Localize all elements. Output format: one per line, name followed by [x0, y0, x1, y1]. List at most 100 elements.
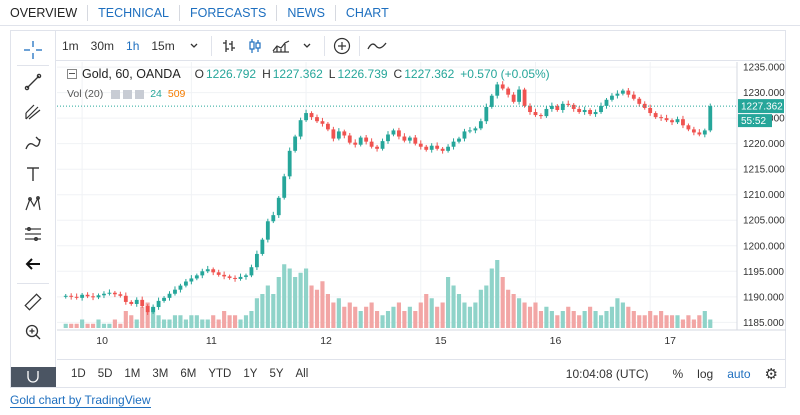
- range-all[interactable]: All: [295, 367, 309, 380]
- volume-bar: [380, 315, 385, 328]
- volume-bar: [555, 315, 560, 328]
- add-indicator-icon[interactable]: [329, 31, 355, 61]
- zoom-icon[interactable]: [20, 319, 46, 345]
- candle-body: [615, 93, 620, 96]
- log-toggle[interactable]: log: [697, 367, 714, 381]
- candle-body: [528, 105, 532, 113]
- volume-bar: [451, 285, 456, 328]
- volume-label[interactable]: Vol (20): [67, 88, 104, 100]
- candles-icon[interactable]: [242, 31, 268, 61]
- volume-bar: [107, 323, 112, 328]
- volume-bar: [680, 319, 686, 328]
- range-6m[interactable]: 6M: [180, 367, 197, 380]
- gear-icon[interactable]: ⚙: [764, 366, 778, 383]
- close-label: C: [393, 67, 403, 81]
- volume-bar: [429, 298, 434, 328]
- countdown-label: 55:52: [741, 116, 766, 127]
- price-tick-label: 1190.000: [743, 292, 784, 303]
- candle-body: [440, 148, 445, 151]
- nav-forecasts[interactable]: FORECASTS: [180, 4, 278, 21]
- volume-bar: [544, 306, 549, 328]
- pattern-icon[interactable]: [20, 191, 46, 217]
- volume-bar: [418, 302, 423, 328]
- range-1y[interactable]: 1Y: [243, 367, 258, 380]
- arrow-left-icon[interactable]: [20, 251, 46, 277]
- settings-icon[interactable]: [123, 89, 133, 99]
- candle-body: [653, 113, 658, 118]
- candle-body: [96, 295, 101, 298]
- candle-body: [659, 117, 664, 119]
- pitchfork-icon[interactable]: [20, 99, 46, 125]
- range-1d[interactable]: 1D: [71, 367, 86, 380]
- last-price-label: 1227.362: [741, 102, 783, 113]
- interval-15m[interactable]: 15m: [151, 38, 175, 53]
- candle-body: [495, 84, 500, 96]
- tradingview-link[interactable]: Gold chart by TradingView: [10, 393, 151, 408]
- candle-body: [610, 95, 614, 100]
- interval-30m[interactable]: 30m: [90, 38, 115, 53]
- auto-toggle[interactable]: auto: [727, 367, 751, 381]
- candle-body: [697, 132, 702, 135]
- range-5y[interactable]: 5Y: [269, 367, 284, 380]
- price-chart[interactable]: 1011121516171235.0001230.0001225.0001220…: [57, 62, 786, 359]
- volume-bar: [642, 315, 647, 328]
- candle-body: [599, 105, 603, 113]
- fib-retracement-icon[interactable]: [20, 221, 46, 247]
- volume-bar: [69, 323, 74, 328]
- volume-bar: [320, 281, 325, 328]
- nav-chart[interactable]: CHART: [345, 5, 389, 20]
- candle-body: [227, 276, 232, 278]
- ruler-icon[interactable]: [20, 289, 46, 315]
- collapse-icon[interactable]: [67, 69, 77, 79]
- volume-bar: [582, 311, 587, 328]
- candle-body: [112, 292, 117, 295]
- close-icon[interactable]: [135, 89, 145, 99]
- volume-bar: [63, 323, 68, 328]
- symbol-label[interactable]: Gold, 60, OANDA: [82, 67, 181, 81]
- indicators-icon[interactable]: [364, 31, 390, 61]
- chevron-down-icon[interactable]: [181, 31, 207, 61]
- area-chart-icon[interactable]: [268, 31, 294, 61]
- candle-body: [648, 107, 653, 114]
- time-tick-label: 15: [435, 335, 447, 347]
- candle-body: [582, 109, 587, 113]
- eye-icon[interactable]: [111, 89, 121, 99]
- crosshair-icon[interactable]: [20, 37, 46, 63]
- volume-bar: [385, 311, 391, 328]
- candle-body: [555, 105, 560, 110]
- candle-body: [194, 275, 199, 279]
- bar-chart-icon[interactable]: [216, 31, 242, 61]
- candle-body: [549, 105, 554, 109]
- volume-bar: [96, 319, 101, 328]
- nav-news[interactable]: NEWS: [277, 4, 336, 21]
- text-tool-icon[interactable]: [20, 161, 46, 187]
- candle-body: [276, 197, 281, 216]
- interval-1m[interactable]: 1m: [62, 38, 79, 53]
- nav-overview[interactable]: OVERVIEW: [0, 4, 89, 21]
- range-ytd[interactable]: YTD: [208, 367, 232, 380]
- volume-bar: [522, 302, 527, 328]
- candle-body: [69, 295, 74, 297]
- nav-technical[interactable]: TECHNICAL: [88, 4, 180, 21]
- candlestick-chart[interactable]: 1011121516171235.0001230.0001225.0001220…: [57, 62, 786, 359]
- brush-icon[interactable]: [20, 131, 46, 157]
- range-3m[interactable]: 3M: [152, 367, 169, 380]
- candle-body: [222, 274, 227, 277]
- trend-line-icon[interactable]: [20, 69, 46, 95]
- time-tick-label: 17: [664, 335, 676, 347]
- volume-bar: [440, 302, 445, 328]
- chevron-down-icon[interactable]: [294, 31, 320, 61]
- percent-toggle[interactable]: %: [672, 367, 684, 381]
- range-5d[interactable]: 5D: [97, 367, 113, 380]
- candle-body: [451, 141, 456, 147]
- range-toolbar: 1D 5D 1M 3M 6M YTD 1Y 5Y All 10:04:08 (U…: [57, 359, 786, 387]
- volume-bar: [227, 315, 232, 328]
- interval-1h[interactable]: 1h: [126, 38, 140, 53]
- time-tick-label: 11: [206, 335, 217, 347]
- candle-body: [489, 95, 494, 107]
- range-1m[interactable]: 1M: [124, 367, 141, 380]
- candle-body: [134, 299, 139, 304]
- candle-body: [238, 276, 243, 279]
- volume-legend: Vol (20) 24 509: [67, 88, 185, 100]
- magnet-button[interactable]: [11, 367, 56, 387]
